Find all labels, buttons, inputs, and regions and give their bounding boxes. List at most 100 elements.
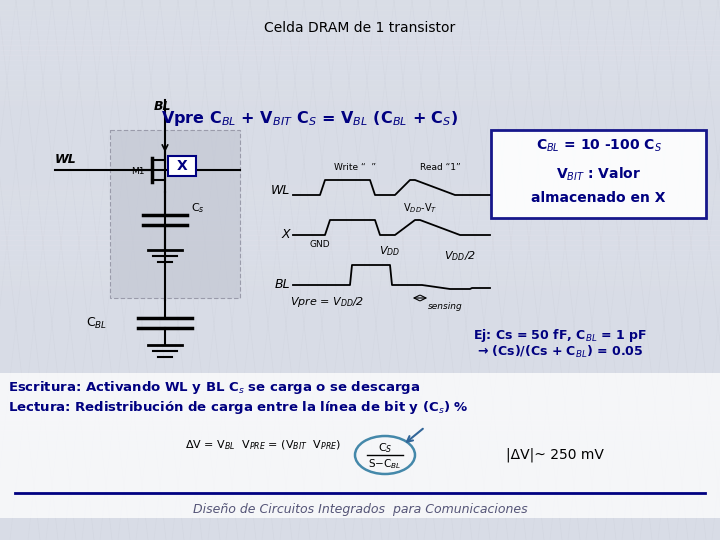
Bar [0, 535, 720, 540]
Bar [0, 0, 720, 5]
Bar [0, 100, 720, 105]
Bar [0, 55, 720, 60]
Bar [0, 190, 720, 195]
Bar [0, 385, 720, 390]
Bar [0, 15, 720, 20]
Text: V$_{DD}$/2: V$_{DD}$/2 [444, 249, 476, 263]
Text: Lectura: Redistribución de carga entre la línea de bit y (C$_s$) %: Lectura: Redistribución de carga entre l… [8, 400, 469, 416]
Bar [0, 445, 720, 450]
Bar [0, 250, 720, 255]
Bar [0, 335, 720, 340]
Bar [0, 355, 720, 360]
Bar [0, 255, 720, 260]
Bar [0, 500, 720, 505]
Bar [0, 275, 720, 280]
Bar [0, 325, 720, 330]
Bar [0, 20, 720, 25]
Bar [0, 395, 720, 400]
Bar [0, 170, 720, 175]
Bar [0, 520, 720, 525]
Bar [0, 305, 720, 310]
Bar [0, 200, 720, 205]
Bar [0, 290, 720, 295]
Bar [0, 235, 720, 240]
Bar [0, 5, 720, 10]
Bar [0, 530, 720, 535]
Bar [0, 75, 720, 80]
Bar [0, 110, 720, 115]
Bar [0, 160, 720, 165]
Text: Vpre = V$_{DD}$/2: Vpre = V$_{DD}$/2 [290, 295, 364, 309]
Bar [0, 205, 720, 210]
Bar [0, 330, 720, 335]
Bar [0, 450, 720, 455]
Text: V$_{DD}$: V$_{DD}$ [379, 244, 400, 258]
Bar [0, 475, 720, 480]
Bar [0, 265, 720, 270]
Bar [0, 490, 720, 495]
Bar [0, 30, 720, 35]
Bar [0, 120, 720, 125]
Bar [0, 215, 720, 220]
Bar [0, 435, 720, 440]
Text: Vpre C$_{BL}$ + V$_{BIT}$ C$_S$ = V$_{BL}$ (C$_{BL}$ + C$_S$): Vpre C$_{BL}$ + V$_{BIT}$ C$_S$ = V$_{BL… [161, 109, 459, 127]
Bar [0, 145, 720, 150]
Bar [0, 495, 720, 500]
Bar [0, 245, 720, 250]
Bar [0, 285, 720, 290]
Bar [110, 130, 240, 298]
Bar [0, 230, 720, 235]
Bar [0, 515, 720, 520]
Bar [0, 35, 720, 40]
Text: V$_{BIT}$ : Valor: V$_{BIT}$ : Valor [556, 165, 641, 183]
Text: Escritura: Activando WL y BL C$_s$ se carga o se descarga: Escritura: Activando WL y BL C$_s$ se ca… [8, 380, 420, 396]
Text: GND: GND [310, 240, 330, 249]
Bar [0, 425, 720, 430]
Bar [0, 405, 720, 410]
Bar [0, 505, 720, 510]
Text: Celda DRAM de 1 transistor: Celda DRAM de 1 transistor [264, 21, 456, 35]
Bar [0, 175, 720, 180]
Bar [0, 225, 720, 230]
Text: C$_S$: C$_S$ [378, 441, 392, 455]
Bar [0, 465, 720, 470]
Text: S−C$_{BL}$: S−C$_{BL}$ [369, 457, 402, 471]
Bar [0, 310, 720, 315]
Bar [0, 155, 720, 160]
Bar [0, 480, 720, 485]
Bar [0, 220, 720, 225]
Bar [0, 185, 720, 190]
Bar [0, 420, 720, 425]
Bar [0, 470, 720, 475]
Bar [0, 380, 720, 385]
Bar [0, 240, 720, 245]
Bar [0, 70, 720, 75]
Bar [0, 410, 720, 415]
Bar [0, 360, 720, 365]
Bar [0, 25, 720, 30]
Bar [0, 525, 720, 530]
Bar [0, 80, 720, 85]
Text: V$_{DD}$-V$_T$: V$_{DD}$-V$_T$ [402, 201, 437, 215]
Bar [0, 365, 720, 370]
Bar [0, 10, 720, 15]
Text: M1: M1 [131, 167, 145, 177]
Bar [0, 485, 720, 490]
Bar [0, 373, 720, 518]
Bar [0, 430, 720, 435]
Bar [0, 320, 720, 325]
Bar [0, 85, 720, 90]
Bar [0, 440, 720, 445]
Bar [0, 370, 720, 375]
Bar [0, 210, 720, 215]
Bar [0, 375, 720, 380]
Text: C$_{BL}$: C$_{BL}$ [86, 315, 107, 330]
Bar [0, 95, 720, 100]
Bar [0, 60, 720, 65]
Bar [0, 40, 720, 45]
Bar [0, 390, 720, 395]
Bar [0, 130, 720, 135]
Bar [0, 45, 720, 50]
Bar [0, 165, 720, 170]
Bar [0, 50, 720, 55]
